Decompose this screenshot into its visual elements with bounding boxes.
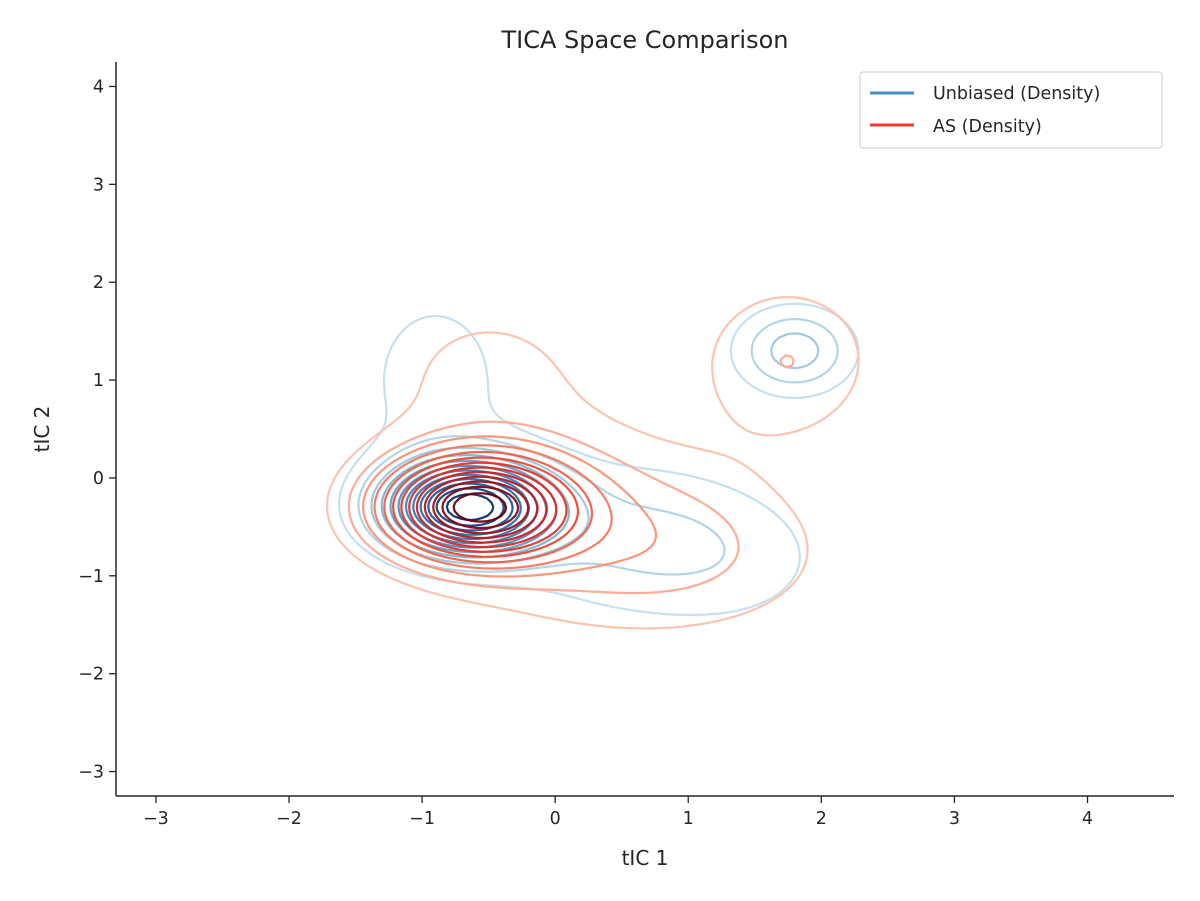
x-tick-label: −1 [409, 809, 435, 829]
contour-level-line [347, 354, 795, 595]
contour-level-line [338, 302, 860, 617]
y-axis-ticks: −3 −2 −1 0 1 2 3 4 [78, 77, 116, 783]
contour-level-line [452, 492, 508, 523]
contour-level-line [432, 480, 530, 535]
y-tick-label: 3 [93, 175, 104, 195]
y-tick-label: −1 [78, 567, 104, 587]
x-tick-label: −3 [143, 809, 169, 829]
x-tick-label: 0 [550, 809, 561, 829]
x-tick-label: 1 [683, 809, 694, 829]
contour-level-line [408, 466, 558, 549]
x-tick-label: −2 [276, 809, 302, 829]
y-tick-label: 0 [93, 469, 104, 489]
contour-level-line [357, 318, 839, 576]
plot-area [326, 296, 860, 630]
x-axis-label: tIC 1 [622, 846, 669, 870]
contour-level-line [392, 456, 580, 558]
contour-level-line [373, 444, 613, 570]
x-tick-label: 3 [949, 809, 960, 829]
legend-label-as: AS (Density) [933, 117, 1042, 137]
contour-level-line [415, 471, 548, 544]
contour-level-line [383, 450, 593, 564]
y-tick-label: 1 [93, 371, 104, 391]
legend-label-unbiased: Unbiased (Density) [933, 84, 1100, 104]
contour-series-1 [326, 296, 860, 630]
y-axis-label: tIC 2 [30, 406, 54, 453]
y-tick-label: −3 [78, 763, 104, 783]
contour-level-line [362, 435, 657, 578]
legend: Unbiased (Density) AS (Density) [859, 71, 1163, 149]
x-tick-label: 2 [816, 809, 827, 829]
contour-level-line [400, 461, 568, 553]
chart-title: TICA Space Comparison [500, 26, 788, 54]
contour-level-line [326, 296, 860, 630]
y-tick-label: 2 [93, 273, 104, 293]
y-tick-label: 4 [93, 77, 104, 97]
contour-level-line [441, 485, 520, 530]
x-tick-label: 4 [1082, 809, 1093, 829]
x-axis-ticks: −3 −2 −1 0 1 2 3 4 [143, 796, 1093, 829]
legend-frame [859, 71, 1163, 149]
contour-level-line [423, 475, 539, 540]
y-tick-label: −2 [78, 665, 104, 685]
density-contours [326, 296, 860, 630]
